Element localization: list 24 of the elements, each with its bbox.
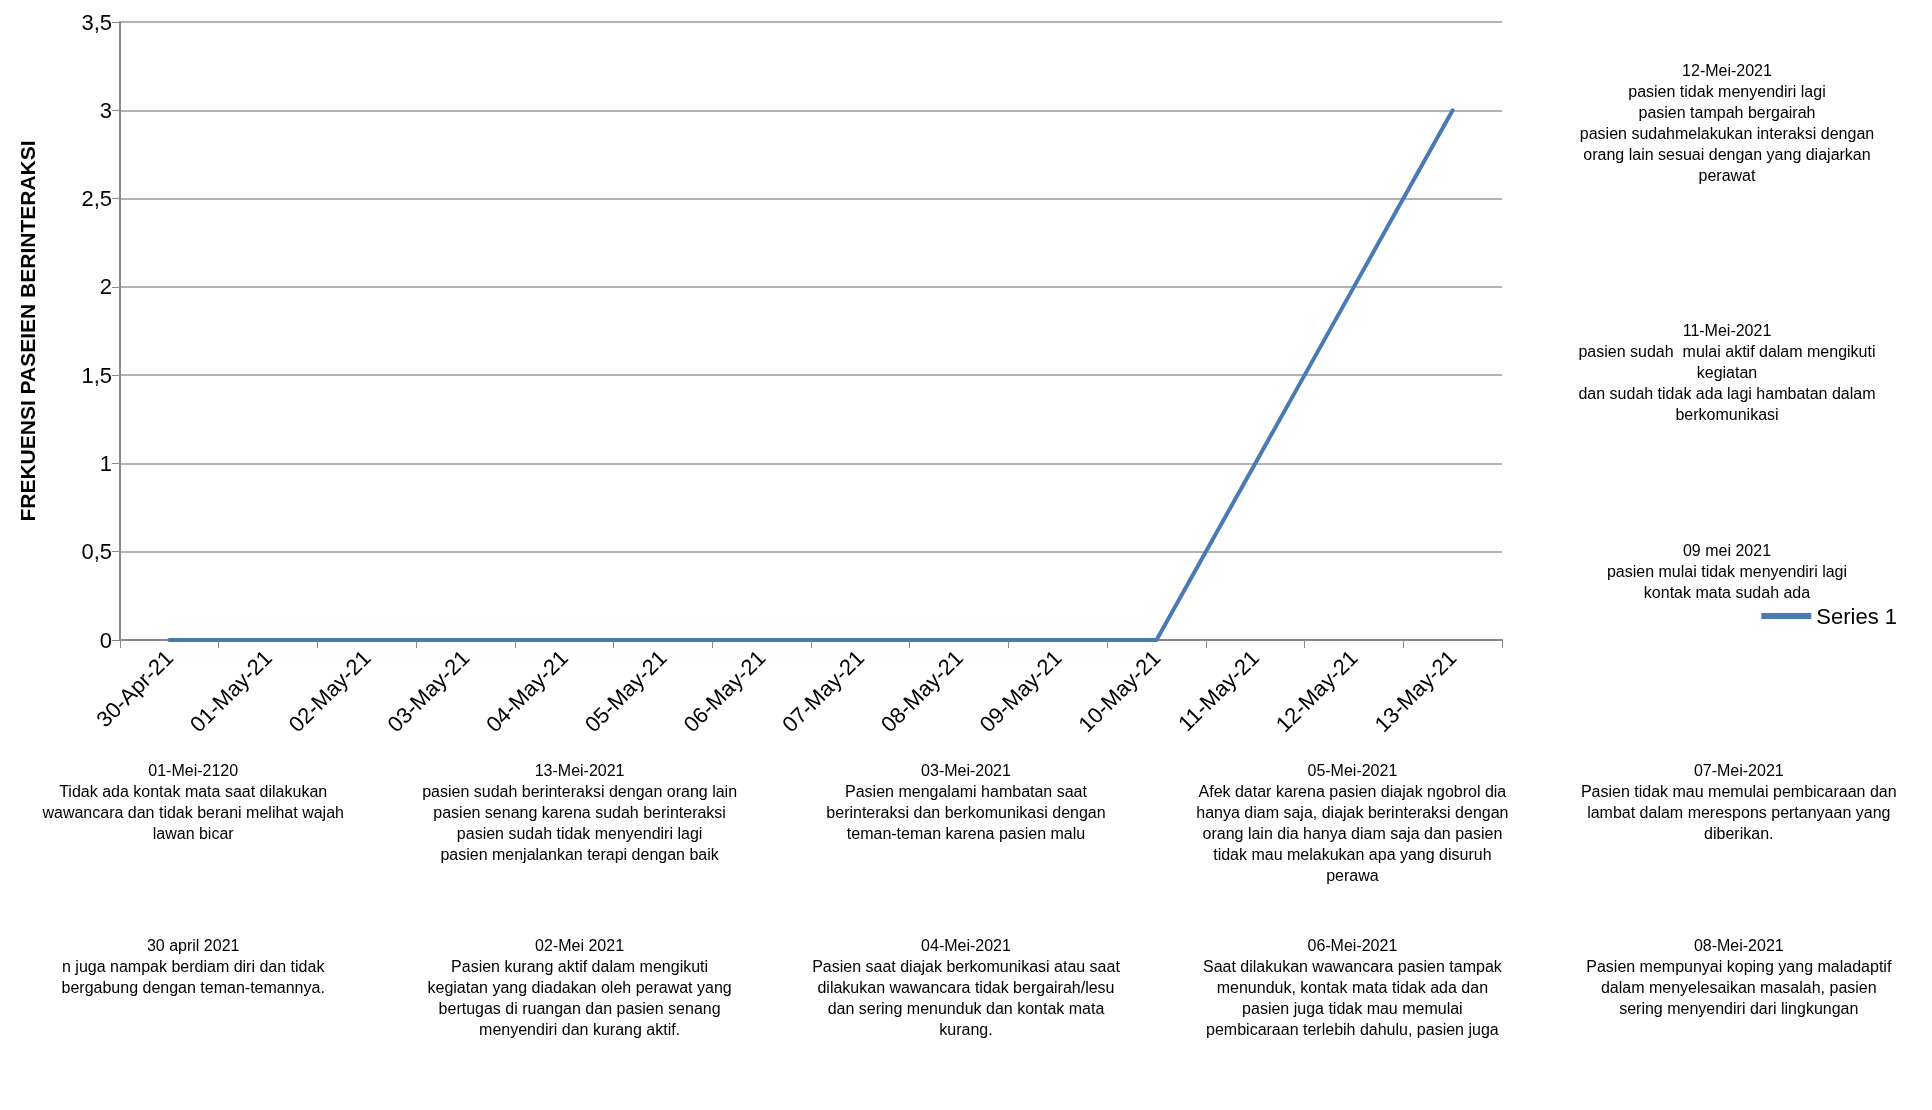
y-tick-label: 1,5 — [81, 362, 112, 388]
text: 04-Mei-2021 Pasien saat diajak berkomunikasi atau saat dilakukan wawancara tidak bergairah/lesu dan sering menunduk dan kontak mata kurang. — [812, 937, 1121, 1038]
y-axis-title: FREKUENSI PASEIEN BERINTERAKSI — [16, 140, 39, 522]
line-series — [167, 108, 1455, 642]
y-tick-label: 3 — [99, 97, 112, 123]
y-tick-label: 0 — [99, 627, 112, 653]
legend-label: Series 1 — [1816, 603, 1898, 629]
y-tick-label: 0,5 — [81, 539, 112, 565]
text: 03-Mei-2021 Pasien mengalami hambatan saat berinteraksi dan berkomunikasi dengan teman-teman karena pasien malu — [826, 762, 1106, 842]
text: 01-Mei-2120 Tidak ada kontak mata saat dilakukan wawancara dan tidak berani melihat wajah lawan bicar — [41, 762, 344, 842]
text: 11-Mei-2021 pasien sudah mulai aktif dalam mengikuti kegiatan dan sudah tidak ada lagi hambatan dalam berkomunikasi — [1578, 322, 1876, 423]
text: 02-Mei 2021 Pasien kurang aktif dalam mengikuti kegiatan yang diadakan oleh perawat yang bertugas di ruangan dan pasien senang menyendiri dan kurang aktif. — [427, 937, 732, 1038]
text: 06-Mei-2021 Saat dilakukan wawancara pasien tampak menunduk, kontak mata tidak ada dan pasien juga tidak mau memulai pembicaraan terlebih dahulu, pasien juga — [1202, 937, 1503, 1038]
text: 30 april 2021 n juga nampak berdiam diri dan tidak bergabung dengan teman-temannya. — [61, 937, 326, 996]
y-tick-label: 2,5 — [81, 186, 112, 212]
text: 05-Mei-2021 Afek datar karena pasien diajak ngobrol dia hanya diam saja, diajak berinteraksi dengan orang lain dia hanya diam saja dan pasien tidak mau melakukan apa yang disuruh perawa — [1196, 762, 1509, 884]
y-tick-label: 2 — [99, 274, 112, 300]
text: 07-Mei-2021 Pasien tidak mau memulai pembicaraan dan lambat dalam merespons pertanyaan yang diberikan. — [1580, 762, 1897, 842]
text: 08-Mei-2021 Pasien mempunyai koping yang maladaptif dalam menyelesaikan masalah, pasien sering menyendiri dari lingkungan — [1586, 937, 1892, 1017]
y-tick-label: 3,5 — [81, 9, 112, 35]
text: 13-Mei-2021 pasien sudah berinteraksi dengan orang lain pasien senang karena sudah berinteraksi pasien sudah tidak menyendiri lagi pasien menjalankan terapi dengan baik — [422, 762, 738, 863]
y-tick-label: 1 — [99, 450, 112, 476]
text: 12-Mei-2021 pasien tidak menyendiri lagi pasien tampah bergairah pasien sudahmelakukan interaksi dengan orang lain sesuai dengan yang diajarkan perawat — [1579, 62, 1875, 184]
text: 09 mei 2021 pasien mulai tidak menyendiri lagi kontak mata sudah ada — [1606, 542, 1848, 601]
